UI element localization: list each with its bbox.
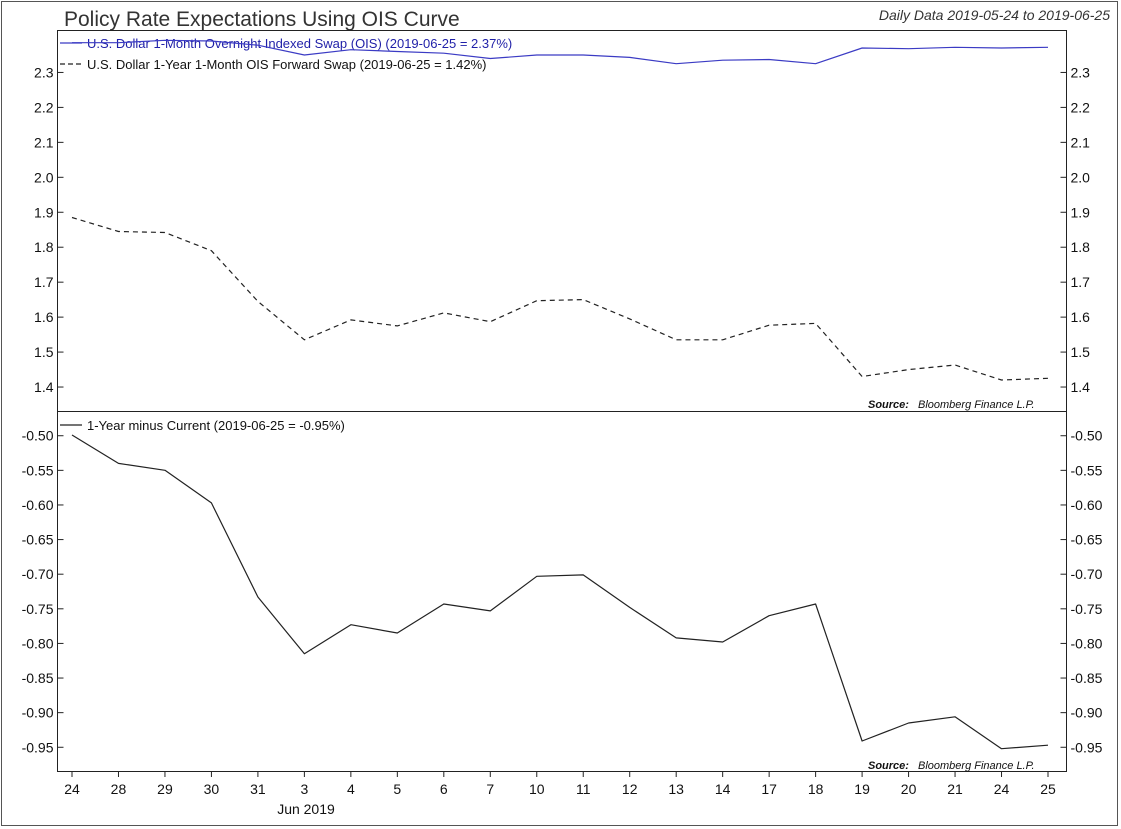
x-axis-sublabel: Jun 2019 <box>277 801 335 817</box>
x-tick-label: 17 <box>761 781 777 797</box>
x-tick-label: 19 <box>854 781 870 797</box>
x-tick-label: 28 <box>111 781 127 797</box>
x-tick-label: 30 <box>204 781 220 797</box>
series-line-top-0 <box>72 39 1049 65</box>
y-tick-label-left: -0.90 <box>22 705 54 721</box>
x-tick-label: 13 <box>668 781 684 797</box>
plot-area <box>57 30 1067 772</box>
x-tick-label: 25 <box>1040 781 1056 797</box>
x-tick-label: 7 <box>486 781 494 797</box>
x-tick-label: 29 <box>157 781 173 797</box>
y-tick-label-left: -0.55 <box>22 462 54 478</box>
x-tick-label: 3 <box>300 781 308 797</box>
y-tick-label-right: -0.95 <box>1071 739 1103 755</box>
y-tick-label-right: 2.2 <box>1071 99 1091 115</box>
source-note-top: Source: Bloomberg Finance L.P. <box>868 399 1035 411</box>
x-tick-label: 5 <box>393 781 401 797</box>
y-tick-label-left: -0.60 <box>22 497 54 513</box>
y-tick-label-right: 1.4 <box>1071 379 1091 395</box>
x-tick-label: 21 <box>947 781 963 797</box>
y-tick-label-right: 1.7 <box>1071 274 1091 290</box>
legend-top: U.S. Dollar 1-Month Overnight Indexed Sw… <box>60 36 512 72</box>
y-tick-label-left: -0.85 <box>22 670 54 686</box>
y-tick-label-right: 2.0 <box>1071 169 1091 185</box>
x-tick-label: 6 <box>440 781 448 797</box>
chart-title: Policy Rate Expectations Using OIS Curve <box>64 8 460 31</box>
y-tick-label-right: 1.6 <box>1071 309 1091 325</box>
source-label: Source: <box>868 399 909 411</box>
y-tick-label-left: 2.2 <box>34 99 54 115</box>
x-tick-label: 18 <box>808 781 824 797</box>
y-tick-label-left: 1.6 <box>34 309 54 325</box>
y-tick-label-left: 2.3 <box>34 64 54 80</box>
series-line-top-1 <box>71 216 1049 381</box>
legend-bottom: 1-Year minus Current (2019-06-25 = -0.95… <box>60 418 345 433</box>
y-tick-label-left: 1.4 <box>34 379 54 395</box>
y-tick-label-left: 2.1 <box>34 134 54 150</box>
y-tick-label-right: -0.70 <box>1071 566 1103 582</box>
x-tick-label: 10 <box>529 781 545 797</box>
source-label: Source: <box>868 760 909 772</box>
y-tick-label-right: -0.65 <box>1071 532 1103 548</box>
y-tick-label-left: 1.7 <box>34 274 54 290</box>
y-tick-label-right: -0.90 <box>1071 705 1103 721</box>
source-text: Bloomberg Finance L.P. <box>918 399 1035 411</box>
y-tick-label-right: 2.3 <box>1071 64 1091 80</box>
series-layer <box>71 39 1049 750</box>
y-tick-label-left: 1.8 <box>34 239 54 255</box>
x-tick-label: 24 <box>64 781 80 797</box>
y-tick-label-right: 1.9 <box>1071 204 1091 220</box>
x-tick-label: 11 <box>576 781 591 797</box>
x-tick-label: 4 <box>347 781 355 797</box>
source-text: Bloomberg Finance L.P. <box>918 760 1035 772</box>
source-note-bottom: Source: Bloomberg Finance L.P. <box>868 760 1035 772</box>
legend-label-ois: U.S. Dollar 1-Month Overnight Indexed Sw… <box>87 36 512 51</box>
y-tick-label-left: -0.65 <box>22 532 54 548</box>
y-tick-label-right: -0.80 <box>1071 635 1103 651</box>
y-tick-label-right: 1.8 <box>1071 239 1091 255</box>
y-tick-label-left: -0.95 <box>22 739 54 755</box>
series-line-bottom-0 <box>71 434 1049 750</box>
legend-label-forward: U.S. Dollar 1-Year 1-Month OIS Forward S… <box>87 57 486 72</box>
x-tick-label: 20 <box>901 781 917 797</box>
y-tick-label-right: -0.55 <box>1071 462 1103 478</box>
y-tick-label-right: -0.85 <box>1071 670 1103 686</box>
x-tick-label: 12 <box>622 781 638 797</box>
x-tick-label: 14 <box>715 781 731 797</box>
y-tick-label-left: -0.70 <box>22 566 54 582</box>
y-tick-label-right: -0.50 <box>1071 428 1103 444</box>
x-tick-label: 24 <box>994 781 1010 797</box>
y-tick-label-left: 1.9 <box>34 204 54 220</box>
axes-layer: 1.4 1.4 1.5 1.5 1.6 1.6 1.7 1.7 1.8 1.8 1.9 1.9 2.0 2… <box>22 64 1103 797</box>
y-tick-label-left: 1.5 <box>34 344 54 360</box>
chart-subtitle: Daily Data 2019-05-24 to 2019-06-25 <box>879 7 1110 23</box>
y-tick-label-right: 2.1 <box>1071 134 1091 150</box>
y-tick-label-right: -0.60 <box>1071 497 1103 513</box>
x-tick-label: 31 <box>250 781 266 797</box>
y-tick-label-left: -0.50 <box>22 428 54 444</box>
y-tick-label-right: -0.75 <box>1071 601 1103 617</box>
y-tick-label-left: 2.0 <box>34 169 54 185</box>
y-tick-label-left: -0.80 <box>22 635 54 651</box>
legend-label-spread: 1-Year minus Current (2019-06-25 = -0.95… <box>87 418 345 433</box>
y-tick-label-left: -0.75 <box>22 601 54 617</box>
y-tick-label-right: 1.5 <box>1071 344 1091 360</box>
